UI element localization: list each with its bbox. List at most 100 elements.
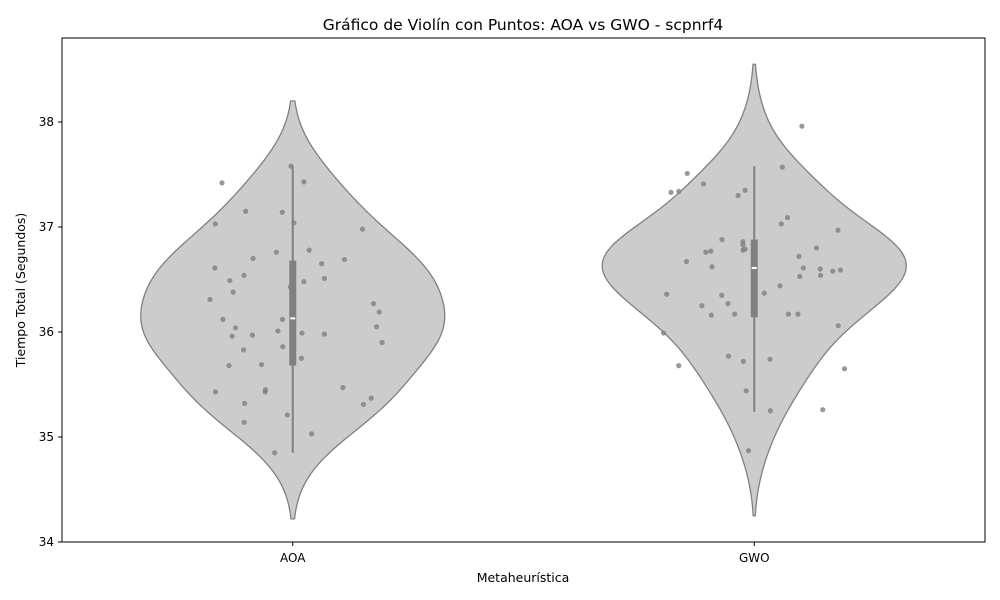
data-point [242,400,248,406]
data-point [708,312,714,318]
data-point [796,253,802,259]
data-point [719,292,725,298]
data-point [370,301,377,307]
data-point [207,296,213,303]
data-point [376,309,382,315]
data-point [212,265,218,271]
data-point [835,227,841,233]
data-point [777,283,783,289]
data-point [684,170,690,177]
data-point [306,247,312,253]
plot-area-frame [61,37,986,543]
data-point [703,249,709,255]
data-point [813,245,820,251]
data-point [785,311,792,317]
data-point [273,249,279,255]
data-point [743,388,749,394]
y-tick-label: 36 [39,325,54,339]
data-point [740,247,746,253]
box-plots [289,166,758,453]
data-point [250,255,256,262]
iqr-box [289,260,297,366]
data-point [660,330,667,336]
data-point [837,267,844,273]
y-tick-label: 35 [39,430,54,444]
data-point [275,328,281,334]
data-point [683,259,690,265]
data-point [708,248,714,254]
data-point [379,339,385,346]
data-point [262,389,268,395]
data-point [767,356,773,362]
y-tick-label: 37 [39,220,54,234]
data-point [279,316,286,322]
data-point [668,189,674,195]
data-point [700,181,707,187]
data-point [799,123,805,129]
x-tick-label: AOA [280,551,306,565]
data-point [745,448,752,454]
data-point [778,221,784,227]
data-point [735,192,741,199]
data-point [795,311,801,317]
data-point [227,277,233,284]
data-point [309,431,315,437]
chart-title: Gráfico de Violín con Puntos: AOA vs GWO… [323,16,723,34]
data-point [709,264,715,270]
data-point [740,358,747,364]
y-axis-label: Tiempo Total (Segundos) [13,213,28,369]
data-point [360,401,367,408]
data-point [232,325,239,331]
data-point [241,419,247,425]
y-tick-label: 34 [39,535,54,549]
y-tick-label: 38 [39,115,54,129]
data-point [241,272,247,278]
data-point [284,412,290,418]
data-point [368,395,374,401]
data-point [725,353,732,359]
data-point [359,226,366,232]
data-point [299,330,305,336]
data-point [835,323,841,329]
data-point [301,179,307,185]
data-point [301,279,307,285]
data-point [664,291,670,297]
data-point [243,208,249,214]
data-point [779,164,785,170]
data-point [280,344,286,350]
data-point [797,273,803,279]
data-point [725,301,731,307]
data-point [220,316,226,322]
data-point [319,261,325,267]
data-points [207,123,848,456]
data-point [767,408,773,414]
data-point [272,450,278,456]
data-point [341,256,348,263]
data-point [761,290,767,296]
data-point [817,266,823,272]
violins [140,63,907,520]
data-point [374,324,380,330]
x-axis-label: Metaheurística [477,570,570,585]
data-point [830,268,836,274]
data-point [719,237,725,243]
data-point [258,361,265,368]
data-point [240,347,247,353]
data-point [820,407,826,413]
data-point [212,389,218,395]
data-point [676,363,682,369]
data-point [230,289,236,295]
data-point [841,366,848,372]
x-tick-label: GWO [739,551,770,565]
data-point [817,272,824,278]
iqr-box [750,239,758,318]
data-point [800,265,806,271]
data-point [321,275,327,282]
y-axis: 34 35 36 37 38 [39,115,62,549]
data-point [676,188,682,194]
data-point [298,355,305,361]
data-point [732,311,738,317]
data-point [699,303,705,309]
data-point [740,242,746,248]
